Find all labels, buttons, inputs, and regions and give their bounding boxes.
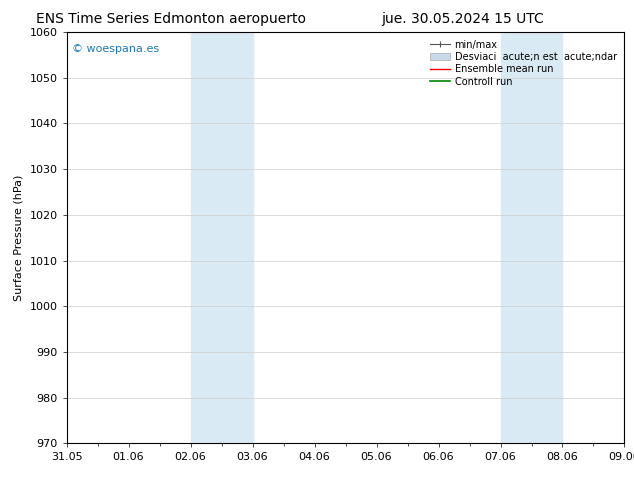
Text: jue. 30.05.2024 15 UTC: jue. 30.05.2024 15 UTC <box>382 12 544 26</box>
Bar <box>500 32 562 443</box>
Legend: min/max, Desviaci  acute;n est  acute;ndar, Ensemble mean run, Controll run: min/max, Desviaci acute;n est acute;ndar… <box>427 37 619 90</box>
Y-axis label: Surface Pressure (hPa): Surface Pressure (hPa) <box>14 174 24 301</box>
Bar <box>191 32 252 443</box>
Text: ENS Time Series Edmonton aeropuerto: ENS Time Series Edmonton aeropuerto <box>36 12 306 26</box>
Bar <box>624 32 634 443</box>
Text: © woespana.es: © woespana.es <box>72 44 159 54</box>
